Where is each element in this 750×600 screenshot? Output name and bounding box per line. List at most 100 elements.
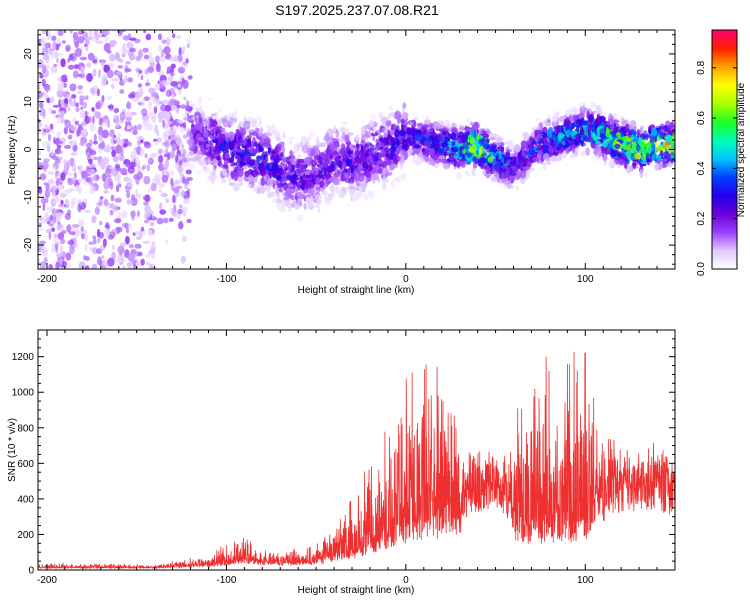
heatmap-cell [59, 259, 63, 266]
heatmap-cell [247, 176, 255, 181]
heatmap-cell [114, 52, 120, 61]
heatmap-cell [80, 136, 87, 144]
heatmap-cell [142, 240, 151, 244]
heatmap-cell [395, 150, 399, 155]
heatmap-cell [323, 157, 328, 164]
spectrogram-y-tick-label: -10 [23, 190, 34, 205]
heatmap-cell [86, 142, 92, 148]
heatmap-cell [667, 163, 673, 168]
heatmap-cell [84, 111, 88, 120]
heatmap-cell [152, 94, 156, 104]
heatmap-cell [42, 202, 46, 212]
heatmap-cell [500, 165, 508, 169]
heatmap-cell [390, 124, 395, 131]
heatmap-cell [224, 135, 231, 142]
heatmap-cell [48, 231, 52, 240]
heatmap-cell [122, 264, 126, 269]
heatmap-cell [67, 106, 71, 112]
heatmap-cell [456, 161, 461, 168]
heatmap-cell [413, 116, 419, 121]
heatmap-cell [69, 83, 77, 92]
heatmap-cell [198, 160, 204, 166]
heatmap-cell [368, 151, 372, 157]
heatmap-cell [181, 46, 186, 51]
heatmap-cell [431, 154, 439, 161]
heatmap-cell [329, 143, 336, 153]
heatmap-cell [613, 119, 618, 125]
heatmap-cell [127, 77, 134, 83]
heatmap-cell [164, 139, 170, 149]
heatmap-cell [383, 128, 388, 138]
heatmap-cell [383, 147, 391, 153]
heatmap-cell [395, 138, 401, 146]
heatmap-cell [47, 171, 55, 175]
heatmap-cell [150, 244, 157, 251]
heatmap-cell [639, 169, 644, 178]
heatmap-cell [399, 129, 406, 137]
heatmap-cell [458, 149, 463, 158]
heatmap-cell [59, 107, 66, 111]
heatmap-cell [64, 104, 69, 108]
heatmap-cell [378, 163, 384, 168]
heatmap-cell [126, 183, 134, 188]
heatmap-cell [56, 144, 62, 149]
heatmap-cell [430, 143, 437, 147]
heatmap-cell [606, 148, 611, 154]
heatmap-cell [103, 190, 109, 194]
heatmap-cell [149, 221, 155, 227]
heatmap-cell [77, 85, 84, 90]
heatmap-cell [74, 41, 79, 49]
heatmap-cell [570, 138, 574, 146]
heatmap-cell [118, 153, 124, 162]
heatmap-cell [564, 118, 571, 127]
heatmap-cell [76, 90, 83, 95]
heatmap-cell [235, 155, 241, 160]
heatmap-cell [74, 120, 79, 126]
heatmap-cell [181, 176, 186, 184]
heatmap-cell [347, 203, 351, 207]
heatmap-cell [583, 126, 589, 136]
heatmap-cell [522, 166, 531, 170]
heatmap-cell [659, 131, 666, 140]
heatmap-cell [647, 147, 653, 153]
spectrogram-x-tick-label: -100 [216, 274, 236, 285]
heatmap-cell [412, 141, 417, 145]
heatmap-cell [76, 130, 80, 138]
heatmap-cell [171, 105, 178, 111]
heatmap-cell [438, 155, 446, 160]
heatmap-cell [103, 115, 109, 120]
heatmap-cell [117, 245, 125, 254]
heatmap-cell [89, 247, 94, 251]
heatmap-cell [118, 80, 125, 86]
heatmap-cell [555, 146, 561, 151]
heatmap-cell [326, 165, 333, 174]
heatmap-cell [565, 129, 571, 138]
heatmap-cell [147, 158, 152, 163]
heatmap-cell [147, 100, 152, 110]
heatmap-cell [163, 217, 169, 224]
heatmap-cell [140, 109, 146, 115]
heatmap-cell [472, 169, 476, 175]
heatmap-cell [635, 152, 642, 160]
heatmap-cell [111, 167, 119, 177]
heatmap-cell [51, 35, 57, 42]
heatmap-cell [56, 212, 64, 216]
heatmap-cell [79, 72, 86, 79]
heatmap-cell [137, 210, 140, 218]
heatmap-cell [329, 185, 334, 192]
heatmap-cell [155, 98, 159, 104]
heatmap-cell [637, 136, 643, 146]
heatmap-cell [441, 141, 448, 149]
heatmap-cell [157, 155, 164, 164]
heatmap-cell [136, 135, 144, 141]
heatmap-cell [195, 107, 200, 113]
heatmap-cell [126, 125, 132, 129]
heatmap-cell [126, 198, 133, 206]
heatmap-cell [464, 144, 470, 150]
snr-x-tick-label: -100 [216, 575, 236, 586]
heatmap-cell [73, 163, 77, 172]
heatmap-cell [350, 194, 354, 202]
spectrogram-y-tick-label: 10 [23, 96, 34, 108]
heatmap-cell [246, 143, 250, 148]
heatmap-cell [168, 1, 171, 9]
